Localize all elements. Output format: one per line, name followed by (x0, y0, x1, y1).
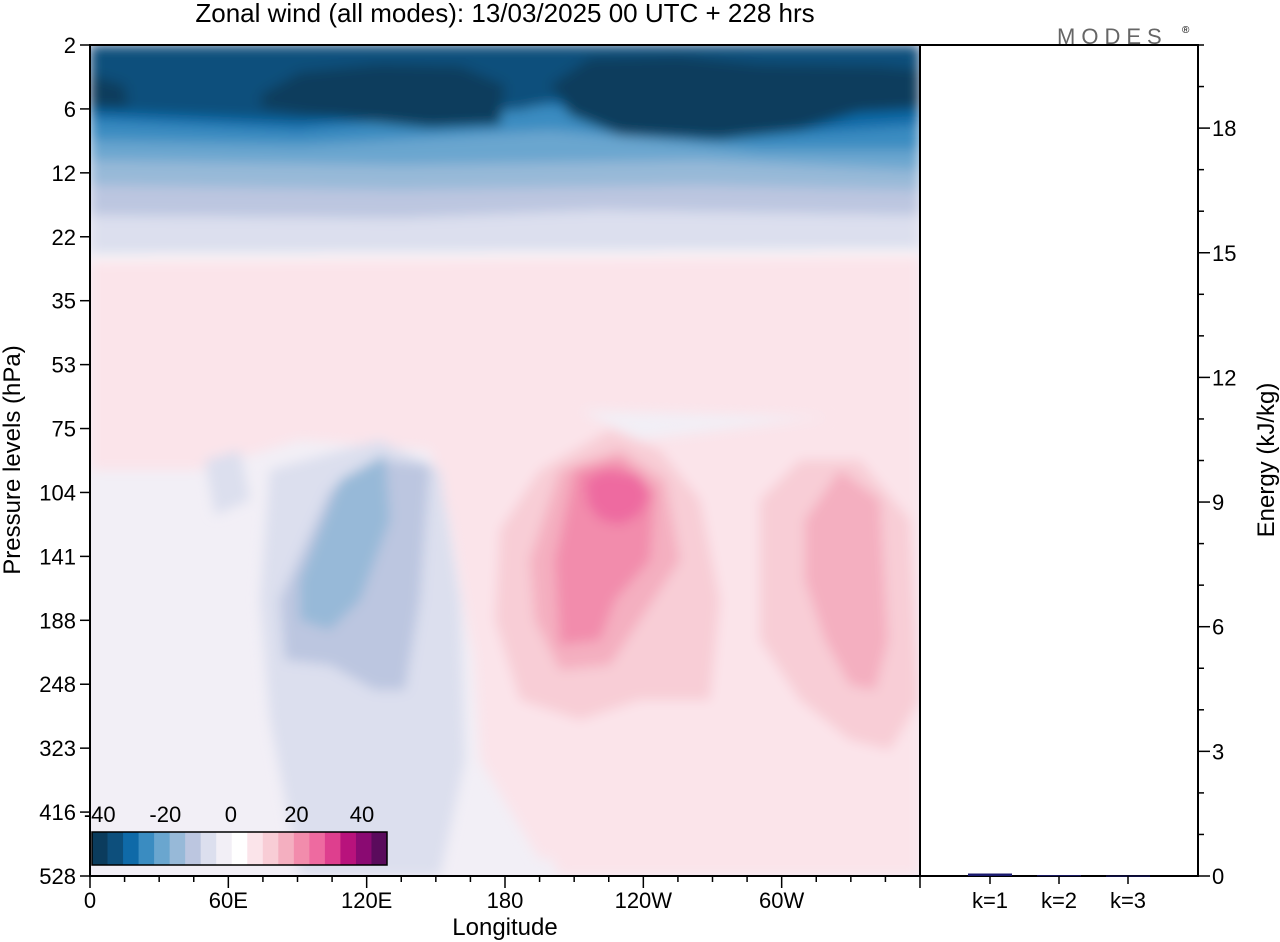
energy-tick-label: 18 (1212, 116, 1236, 141)
energy-bar (1037, 875, 1081, 877)
contour-neg-core (550, 56, 920, 140)
colorbar-swatch (138, 832, 155, 865)
colorbar-swatch (169, 832, 186, 865)
x-tick-label: 120E (341, 888, 392, 913)
colorbar-swatch (200, 832, 217, 865)
contour-fill (90, 45, 920, 876)
colorbar-swatch (293, 832, 310, 865)
energy-bar (968, 873, 1012, 876)
y-axis-title: Pressure levels (hPa) (0, 345, 26, 574)
contour-neg-trop (205, 450, 250, 515)
energy-tick-label: 0 (1212, 864, 1224, 889)
colorbar-swatch (123, 832, 140, 865)
colorbar-label: 40 (350, 802, 374, 827)
x-axis-title: Longitude (452, 914, 557, 941)
y-tick-label: 75 (52, 417, 76, 442)
energy-bar-categories: k=1 k=2 k=3 (972, 876, 1146, 913)
y-tick-label: 35 (52, 289, 76, 314)
y-tick-label: 6 (64, 97, 76, 122)
y-tick-label: 2 (64, 33, 76, 58)
energy-axis: 0 3 6 9 12 15 18 (1198, 44, 1236, 889)
colorbar: -40 -20 0 20 40 (84, 802, 388, 866)
y-axis: 2 6 12 22 35 53 75 104 141 188 248 323 416 528 (39, 33, 90, 889)
x-tick-label: 180 (487, 888, 524, 913)
x-axis: 0 60E 120E 180 120W 60W (84, 876, 921, 913)
colorbar-swatch (107, 832, 124, 865)
energy-bar-panel (919, 44, 1199, 877)
colorbar-swatch (154, 832, 171, 865)
colorbar-swatch (355, 832, 372, 865)
chart-title: Zonal wind (all modes): 13/03/2025 00 UT… (195, 0, 814, 28)
colorbar-swatch (247, 832, 264, 865)
energy-cat-label: k=2 (1041, 888, 1077, 913)
contour-pos-trop (585, 470, 650, 525)
colorbar-label: 20 (284, 802, 308, 827)
colorbar-swatch (216, 832, 233, 865)
y-tick-label: 416 (39, 800, 76, 825)
bar-panel-frame (919, 44, 1199, 877)
colorbar-label: 0 (225, 802, 237, 827)
energy-cat-label: k=1 (972, 888, 1008, 913)
colorbar-swatch (185, 832, 202, 865)
x-tick-label: 0 (84, 888, 96, 913)
contour-neg-core (260, 64, 505, 128)
energy-tick-label: 3 (1212, 739, 1224, 764)
x-tick-label: 60W (759, 888, 804, 913)
colorbar-label: -40 (84, 802, 116, 827)
contour-neg-trop (300, 455, 390, 630)
logo-mark: ® (1182, 25, 1190, 36)
colorbar-swatch (231, 832, 248, 865)
contour-pos-trop (680, 530, 710, 640)
colorbar-swatch (92, 832, 109, 865)
energy-tick-label: 6 (1212, 615, 1224, 640)
energy-tick-label: 12 (1212, 365, 1236, 390)
contour-neutral-band (90, 255, 920, 430)
y-tick-label: 12 (52, 161, 76, 186)
colorbar-swatch (340, 832, 357, 865)
energy-axis-title: Energy (kJ/kg) (1253, 383, 1280, 538)
y-tick-label: 141 (39, 544, 76, 569)
colorbar-swatch (262, 832, 279, 865)
y-tick-label: 53 (52, 353, 76, 378)
energy-cat-label: k=3 (1110, 888, 1146, 913)
colorbar-swatch (371, 832, 388, 865)
y-tick-label: 323 (39, 736, 76, 761)
x-tick-label: 60E (209, 888, 248, 913)
heatmap-panel (89, 44, 921, 877)
y-tick-label: 104 (39, 480, 76, 505)
colorbar-swatch (309, 832, 326, 865)
y-tick-label: 188 (39, 608, 76, 633)
colorbar-swatch (324, 832, 341, 865)
y-tick-label: 528 (39, 864, 76, 889)
colorbar-frame (91, 831, 388, 866)
energy-tick-label: 9 (1212, 490, 1224, 515)
x-tick-label: 120W (615, 888, 673, 913)
energy-tick-label: 15 (1212, 241, 1236, 266)
colorbar-swatch (278, 832, 295, 865)
colorbar-label: -20 (149, 802, 181, 827)
contour-pos-trop (805, 470, 888, 690)
contour-neg-core (90, 75, 128, 108)
y-tick-label: 22 (52, 225, 76, 250)
y-tick-label: 248 (39, 672, 76, 697)
